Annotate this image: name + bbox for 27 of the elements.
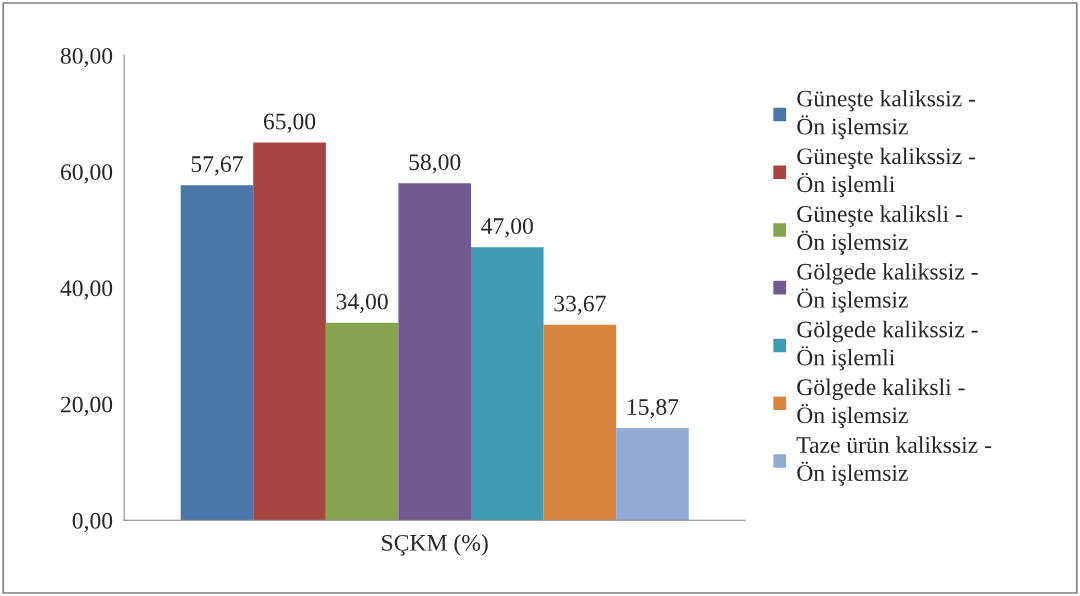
y-tick-label: 80,00 xyxy=(60,47,113,68)
legend-label: Güneşte kaliksli - Ön işlemsiz xyxy=(797,205,962,255)
x-tick-label: SÇKM (%) xyxy=(382,534,488,556)
bar xyxy=(470,247,544,521)
data-label: 15,87 xyxy=(627,399,679,419)
bar xyxy=(398,183,471,521)
legend-label: Gölgede kalikssiz - Ön işlemsiz xyxy=(797,263,978,313)
legend-label: Güneşte kalikssiz - Ön işlemsiz xyxy=(797,89,976,140)
data-label: 57,67 xyxy=(191,156,243,176)
bar xyxy=(253,142,326,521)
bar xyxy=(616,428,689,521)
y-tick-label: 40,00 xyxy=(60,280,113,300)
data-label: 33,67 xyxy=(554,295,606,315)
bar xyxy=(325,322,399,521)
data-label: 65,00 xyxy=(263,113,316,133)
data-label: 58,00 xyxy=(409,154,461,174)
y-tick-label: 60,00 xyxy=(60,164,113,184)
bar xyxy=(180,185,254,521)
legend-label: Güneşte kalikssiz - Ön işlemli xyxy=(797,147,976,198)
legend-label: Taze ürün kalikssiz - Ön işlemsiz xyxy=(796,436,992,486)
data-label: 47,00 xyxy=(481,218,533,238)
bar xyxy=(543,324,617,521)
y-tick-label: 0,00 xyxy=(72,512,113,533)
legend-label: Gölgede kaliksli - Ön işlemsiz xyxy=(797,378,965,429)
data-label: 34,00 xyxy=(336,293,388,313)
y-tick-label: 20,00 xyxy=(61,396,113,416)
legend-label: Gölgede kalikssiz - Ön işlemli xyxy=(797,320,978,371)
